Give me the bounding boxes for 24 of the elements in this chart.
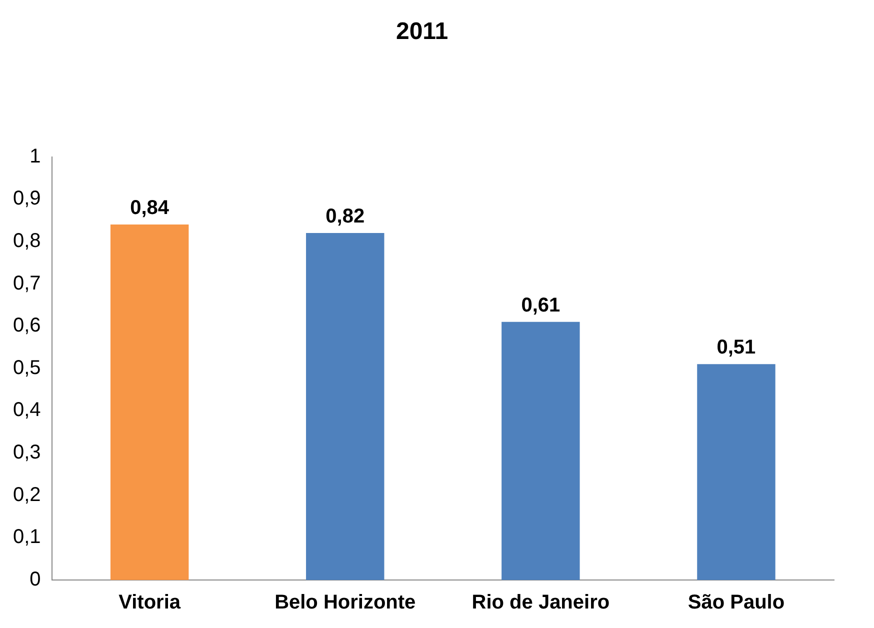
- chart-title: 2011: [396, 18, 448, 46]
- data-label: 0,51: [716, 336, 756, 359]
- y-tick-label: 0,8: [12, 230, 41, 252]
- data-label: 0,82: [326, 205, 365, 228]
- y-tick-label: 0,1: [12, 526, 41, 548]
- data-label: 0,61: [521, 294, 560, 316]
- y-tick-label: 0,7: [12, 272, 41, 294]
- x-tick-label: Rio de Janeiro: [472, 592, 610, 614]
- bar: [110, 224, 189, 580]
- x-tick-label: Vitoria: [118, 592, 182, 614]
- y-tick-label: 0,3: [12, 442, 41, 464]
- y-tick-label: 0,6: [12, 314, 41, 337]
- y-tick-label: 0,9: [12, 188, 41, 210]
- x-tick-label: Belo Horizonte: [274, 592, 416, 614]
- y-tick-label: 0,5: [12, 356, 41, 379]
- bar: [502, 322, 580, 580]
- y-tick-label: 0,2: [12, 484, 41, 506]
- y-tick-label: 1: [30, 145, 41, 168]
- x-tick-label: São Paulo: [688, 592, 785, 614]
- y-tick-label: 0,4: [12, 399, 41, 422]
- bar: [306, 232, 384, 580]
- data-label: 0,84: [130, 197, 170, 220]
- bar: [697, 364, 776, 580]
- y-tick-label: 0: [30, 568, 41, 591]
